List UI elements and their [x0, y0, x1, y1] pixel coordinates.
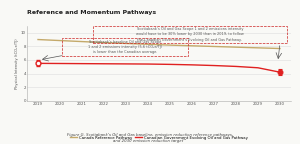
Text: Scotiabank’s Oil and Gas Scope 1 and 2 emissions intensity
would have to be 30% : Scotiabank’s Oil and Gas Scope 1 and 2 e…	[136, 27, 244, 42]
Bar	[93, 26, 286, 43]
Y-axis label: Physical Intensity (tCO₂e/TJ): Physical Intensity (tCO₂e/TJ)	[15, 38, 19, 89]
Legend: Canada Reference Pathway, Canadian Government Evolving Oil and Gas Pathway: Canada Reference Pathway, Canadian Gover…	[69, 134, 249, 141]
Text: Reference and Momentum Pathways: Reference and Momentum Pathways	[27, 10, 156, 15]
Text: Figure G. Scotiabank’s Oil and Gas baseline, emission reduction reference pathwa: Figure G. Scotiabank’s Oil and Gas basel…	[67, 133, 233, 143]
Text: Scotiabank’s baseline Oil and Gas Scope
1 and 2 emissions intensity (5.6 tCO₂e/T: Scotiabank’s baseline Oil and Gas Scope …	[88, 40, 162, 54]
Bar	[62, 38, 188, 56]
